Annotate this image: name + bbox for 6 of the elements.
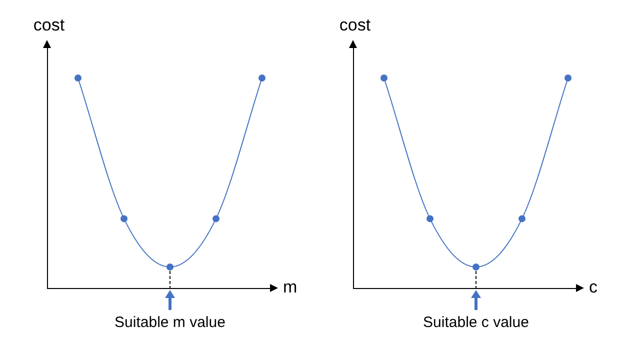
text: Suitable m value	[114, 314, 226, 331]
text: Suitable c value	[423, 314, 529, 331]
x-axis-title: m	[283, 278, 298, 297]
x-axis-title: c	[589, 278, 598, 297]
y-axis-title: cost	[33, 16, 65, 35]
y-axis-title: cost	[339, 16, 371, 35]
